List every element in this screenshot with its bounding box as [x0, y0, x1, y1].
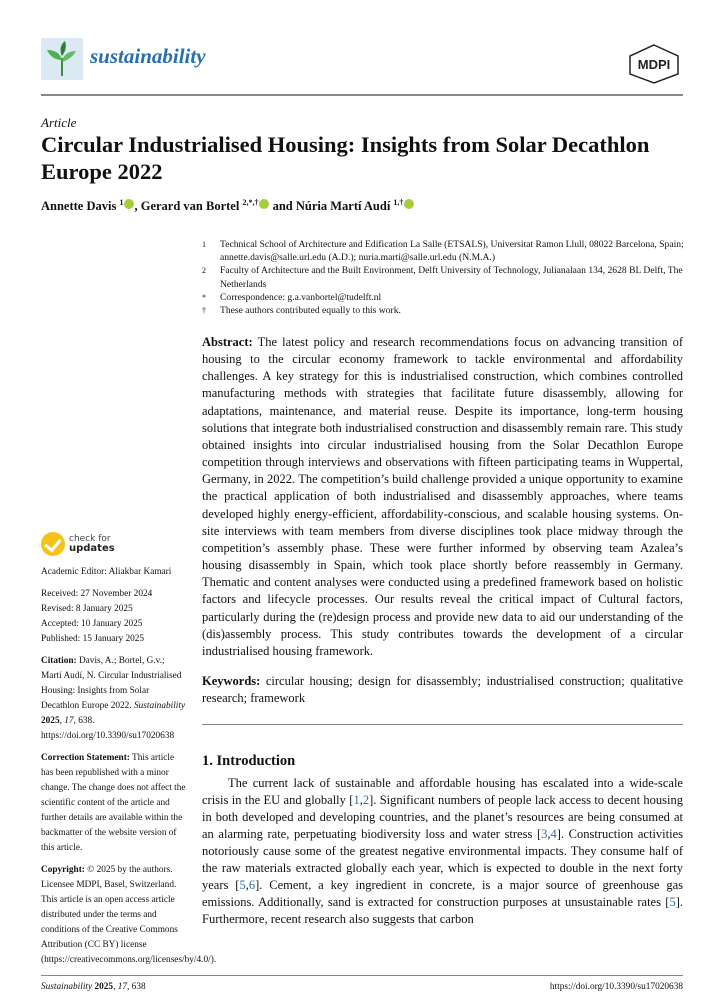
check-icon — [41, 532, 65, 556]
journal-name: sustainability — [90, 44, 206, 68]
orcid-icon[interactable] — [404, 199, 415, 210]
author-name: Núria Martí Audí — [295, 199, 391, 214]
received-date: Received: 27 November 2024 — [41, 589, 153, 599]
citation-link[interactable]: 1 — [353, 793, 360, 807]
accepted-date: Accepted: 10 January 2025 — [41, 619, 143, 629]
revised-date: Revised: 8 January 2025 — [41, 604, 133, 614]
footer-citation: Sustainability 2025, 17, 638 — [41, 982, 146, 992]
citation-link[interactable]: 3 — [541, 827, 548, 841]
footer-rule — [41, 975, 683, 976]
citation-link[interactable]: 5 — [239, 878, 246, 892]
equal-contribution-note: These authors contributed equally to thi… — [220, 305, 401, 317]
orcid-icon[interactable] — [259, 199, 270, 210]
citation-link[interactable]: 4 — [550, 827, 557, 841]
author-list: Annette Davis 1, Gerard van Bortel 2,*,†… — [41, 198, 415, 214]
citation-link[interactable]: 5 — [669, 895, 676, 909]
author-name: Annette Davis — [41, 199, 117, 214]
affiliation: Technical School of Architecture and Edi… — [220, 239, 684, 264]
section-heading: 1. Introduction — [202, 753, 296, 769]
journal-logo — [41, 38, 83, 80]
published-date: Published: 15 January 2025 — [41, 634, 145, 644]
leaf-icon — [47, 41, 76, 76]
citation-link[interactable]: 2 — [362, 793, 370, 807]
abstract: Abstract: The latest policy and research… — [202, 335, 683, 658]
author-name: Gerard van Bortel — [140, 199, 240, 214]
mdpi-logo: MDPI — [628, 44, 680, 84]
check-for-updates-badge[interactable]: check for updates — [41, 532, 115, 556]
page-title: Circular Industrialised Housing: Insight… — [41, 132, 650, 184]
intro-paragraph: The current lack of sustainable and affo… — [202, 776, 684, 926]
footer-doi-link[interactable]: https://doi.org/10.3390/su17020638 — [549, 982, 683, 992]
affiliations: 1 Technical School of Architecture and Ed… — [202, 239, 684, 317]
correspondence: Correspondence: g.a.vanbortel@tudelft.nl — [220, 291, 382, 303]
citation-link[interactable]: 6 — [248, 878, 256, 892]
affiliation: Faculty of Architecture and the Built En… — [220, 265, 683, 290]
academic-editor: Academic Editor: Aliakbar Kamari — [41, 567, 172, 577]
article-type: Article — [41, 115, 77, 130]
sidebar: Academic Editor: Aliakbar Kamari Receive… — [41, 565, 217, 975]
copyright: Copyright: © 2025 by the authors. Licens… — [41, 865, 217, 965]
section-rule — [202, 724, 683, 725]
header-rule — [41, 94, 683, 96]
svg-text:MDPI: MDPI — [638, 57, 671, 72]
correction-statement: Correction Statement: This article has b… — [41, 753, 186, 853]
citation: Citation: Davis, A.; Bortel, G.v.; Martí… — [41, 656, 186, 741]
orcid-icon[interactable] — [124, 199, 135, 210]
keywords: Keywords: circular housing; design for d… — [202, 674, 683, 706]
